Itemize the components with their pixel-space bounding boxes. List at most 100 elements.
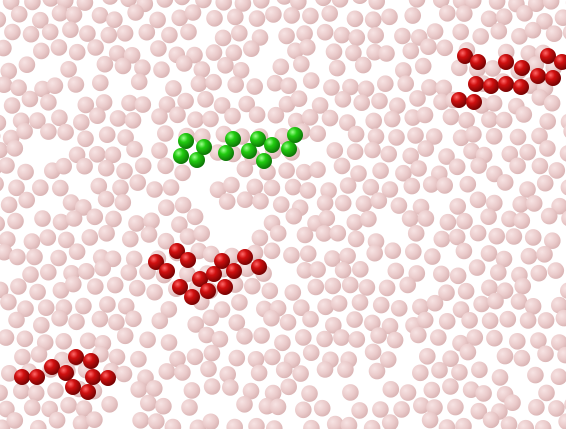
particle [129,174,146,191]
red-particle [100,370,116,386]
particle [179,265,196,283]
particle [315,225,333,242]
green-particle [256,153,272,169]
particle [372,296,390,314]
particle [1,365,18,382]
particle [563,125,566,138]
particle [309,261,326,278]
particle [190,75,208,92]
particle [280,378,298,396]
particle [171,216,188,233]
particle [223,176,240,194]
particle [519,143,536,161]
particle [311,97,329,114]
particle [265,6,282,23]
particle [512,196,529,213]
particle [158,199,175,216]
particle [120,264,138,281]
particle [24,0,41,11]
particle [329,224,347,242]
particle [67,76,85,93]
particle [158,96,176,113]
particle [95,94,113,111]
particle [316,330,333,348]
particle [23,233,41,250]
red-particle [514,60,530,76]
particle [0,176,4,192]
particle [269,225,287,242]
particle [269,398,287,416]
particle [227,8,244,26]
particle [174,164,191,182]
particle [79,332,97,350]
particle [226,418,243,429]
particle [364,141,381,159]
particle [295,163,313,181]
particle [371,92,388,110]
particle [378,279,396,297]
particle [513,212,531,229]
particle [301,385,318,402]
particle [100,26,118,44]
particle [436,39,454,57]
particle [86,208,104,226]
particle [209,181,227,198]
particle [321,5,339,22]
particle [469,191,487,209]
particle [351,402,368,419]
particle [77,130,94,148]
particle [485,128,503,145]
green-particle [250,131,266,147]
particle [68,243,86,260]
red-particle [14,369,30,385]
particle [519,181,536,198]
particle [114,57,132,75]
particle [481,312,499,330]
particle [383,110,401,128]
particle [108,313,125,331]
particle [266,74,284,92]
particle [509,333,526,350]
particle [458,111,475,129]
particle [419,348,436,365]
particle [402,147,420,165]
particle [292,365,309,382]
particle [409,90,426,107]
particle [466,329,484,346]
particle [128,279,146,297]
particle [81,229,99,246]
particle [293,55,310,73]
green-particle [281,141,297,157]
particle [334,91,352,108]
particle [160,334,178,351]
particle [321,109,339,127]
particle [51,309,68,327]
particle [60,61,77,78]
particle [10,5,28,23]
particle [276,0,292,5]
particle [539,140,556,157]
particle [231,294,248,311]
particle [365,112,383,130]
particle [41,23,59,41]
red-particle [468,76,484,92]
particle [442,378,459,395]
particle [388,129,405,146]
red-particle [483,78,499,94]
particle [358,279,376,296]
particle [106,276,124,294]
particle [279,314,297,331]
particle [130,350,147,368]
particle [557,346,566,364]
particle [414,57,432,75]
particle [40,94,57,111]
particle [34,210,51,227]
particle [126,140,143,158]
particle [9,248,26,266]
particle [0,62,17,80]
particle [219,366,236,383]
particle [91,310,109,328]
particle [251,29,269,46]
particle [174,196,192,214]
particle [363,419,381,429]
